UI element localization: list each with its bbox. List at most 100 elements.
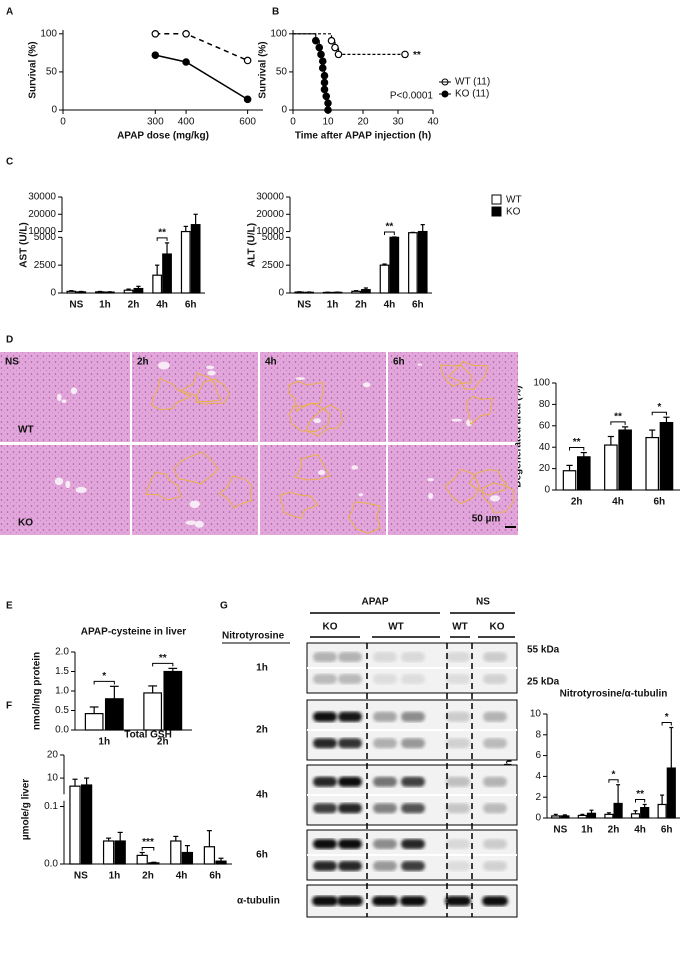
blot-band <box>313 839 337 849</box>
group-label: APAP <box>361 597 388 608</box>
vessel <box>158 361 170 370</box>
bar <box>618 429 632 491</box>
vessel <box>417 363 423 366</box>
significance: * <box>612 769 616 780</box>
point <box>331 43 339 52</box>
blot-band <box>446 711 470 722</box>
blot-band <box>401 711 425 722</box>
vessel <box>317 470 326 476</box>
bar <box>152 274 163 294</box>
significance-bracket <box>152 662 174 667</box>
blot-band <box>373 776 397 787</box>
vessel <box>295 377 306 380</box>
vessel <box>427 478 434 482</box>
panel-label: F <box>6 701 12 712</box>
x-tick-label: 600 <box>239 117 256 128</box>
blot-band <box>446 738 470 749</box>
column-label: 6h <box>393 357 405 368</box>
x-tick-label: 6h <box>185 300 197 311</box>
degenerated-outline <box>287 380 324 413</box>
x-axis-label: Time after APAP injection (h) <box>295 131 431 142</box>
blot-band <box>313 674 337 684</box>
bar <box>657 803 667 819</box>
significance-bracket <box>141 847 155 851</box>
legend-label: KO <box>506 207 521 218</box>
vessel <box>451 418 463 422</box>
time-label: 1h <box>256 663 268 674</box>
x-tick-label: 4h <box>634 825 646 836</box>
blot-band <box>312 896 338 906</box>
y-tick-label: 40 <box>539 442 551 453</box>
significance: * <box>657 402 661 413</box>
degenerated-outline <box>294 454 331 481</box>
lane-label: KO <box>490 622 505 633</box>
point <box>151 51 160 59</box>
significance: * <box>665 712 669 723</box>
vessel <box>207 370 216 376</box>
point <box>318 64 327 72</box>
bar <box>180 230 191 294</box>
histology-image <box>260 352 386 442</box>
x-tick-label: 2h <box>142 871 154 882</box>
bar <box>84 713 104 731</box>
degenerated-outline <box>151 377 192 411</box>
blot-band <box>313 861 337 871</box>
blot-band <box>483 839 507 849</box>
blot-band <box>313 776 337 787</box>
annotation: ** <box>413 50 421 61</box>
degenerated-outline <box>481 482 515 513</box>
y-tick-label: 0 <box>51 105 57 116</box>
x-tick-label: 2h <box>608 825 620 836</box>
vessel <box>428 492 434 500</box>
bar <box>640 806 650 819</box>
y-tick-label: 100 <box>270 28 287 39</box>
legend-label: KO (11) <box>455 89 489 100</box>
lane-label: WT <box>452 622 468 633</box>
bar <box>136 854 148 865</box>
point <box>320 78 329 87</box>
y-tick-label: 60 <box>539 420 551 431</box>
significance: ** <box>573 437 581 448</box>
p-value: P<0.0001 <box>390 91 434 102</box>
point <box>315 43 324 52</box>
y-tick-label: 1.5 <box>55 666 69 677</box>
x-tick-label: 0 <box>60 117 66 128</box>
significance: ** <box>614 412 622 423</box>
y-tick-label: 30000 <box>256 192 284 203</box>
vessel <box>313 418 321 424</box>
degenerated-outline <box>144 471 182 501</box>
point <box>243 56 252 65</box>
y-tick-label: 20 <box>539 463 551 474</box>
y-tick-label: 5000 <box>34 232 57 243</box>
x-tick-label: 4h <box>156 300 168 311</box>
y-tick-label: 10 <box>530 709 542 720</box>
point <box>182 58 190 66</box>
bar <box>170 840 182 865</box>
vessel <box>358 493 364 497</box>
scale-bar-label: 50 µm <box>472 514 501 525</box>
point <box>151 30 160 38</box>
degenerated-outline <box>195 378 231 405</box>
blot-band <box>338 776 362 787</box>
blot-band <box>373 803 397 814</box>
x-tick-label: 400 <box>178 117 195 128</box>
point <box>334 50 343 59</box>
y-tick-label: 0.5 <box>55 705 69 716</box>
x-tick-label: 6h <box>412 300 424 311</box>
histology-image <box>388 445 518 535</box>
point <box>322 92 331 101</box>
x-tick-label: 2h <box>571 497 583 508</box>
vessel <box>351 465 359 470</box>
blot-band <box>401 861 425 871</box>
bar <box>148 862 160 865</box>
blot-band <box>338 861 362 871</box>
blot-band <box>372 896 398 906</box>
histology-image <box>132 352 258 442</box>
point <box>401 50 409 59</box>
y-tick-label: 6 <box>535 750 541 761</box>
blot-band <box>313 652 337 662</box>
significance-bracket <box>93 680 115 685</box>
y-tick-label: 5000 <box>262 232 285 243</box>
bar <box>102 840 115 865</box>
